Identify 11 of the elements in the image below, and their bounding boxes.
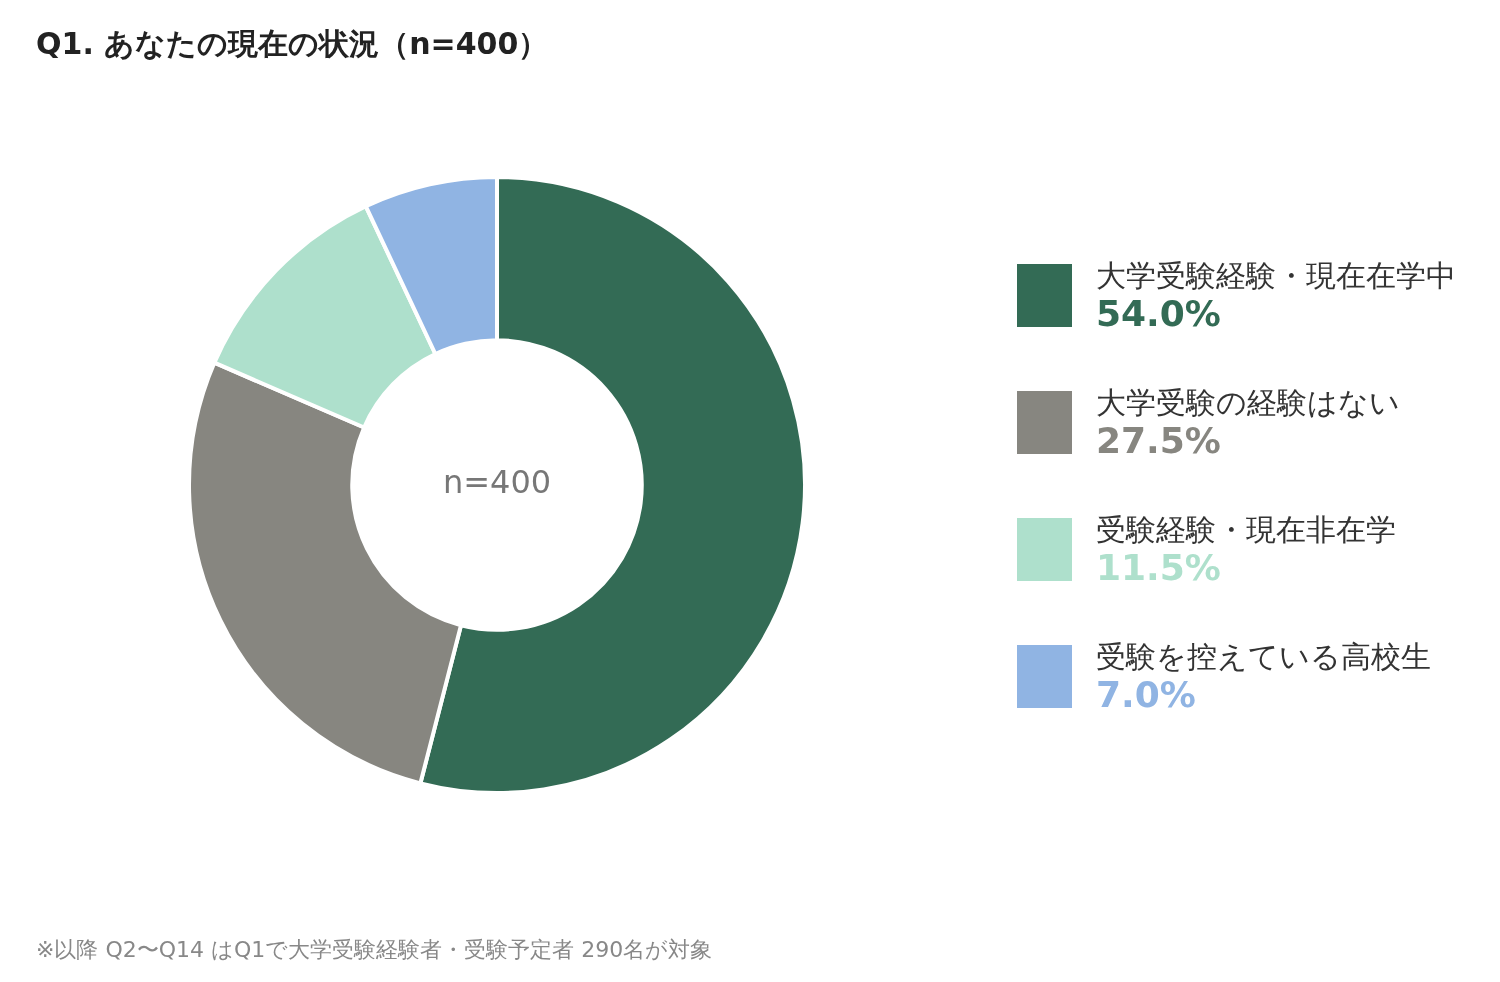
legend-label: 大学受験経験・現在在学中 xyxy=(1096,258,1456,294)
data-label: 11.5% xyxy=(1096,547,1222,588)
data-label: 54.0% xyxy=(1096,293,1222,334)
legend-label: 受験を控えている高校生 xyxy=(1096,639,1431,675)
chart-title: Q1. あなたの現在の状況（n=400） xyxy=(36,25,549,63)
data-label: 27.5% xyxy=(1096,420,1222,461)
legend-label: 受験経験・現在非在学 xyxy=(1096,512,1396,548)
text: n=400 xyxy=(442,463,552,502)
text: ※以降 Q2〜Q14 はQ1で大学受験経験者・受験予定者 290名が対象 xyxy=(36,936,713,964)
data-label: 7.0% xyxy=(1096,674,1197,715)
legend-label: 大学受験の経験はない xyxy=(1096,385,1400,421)
